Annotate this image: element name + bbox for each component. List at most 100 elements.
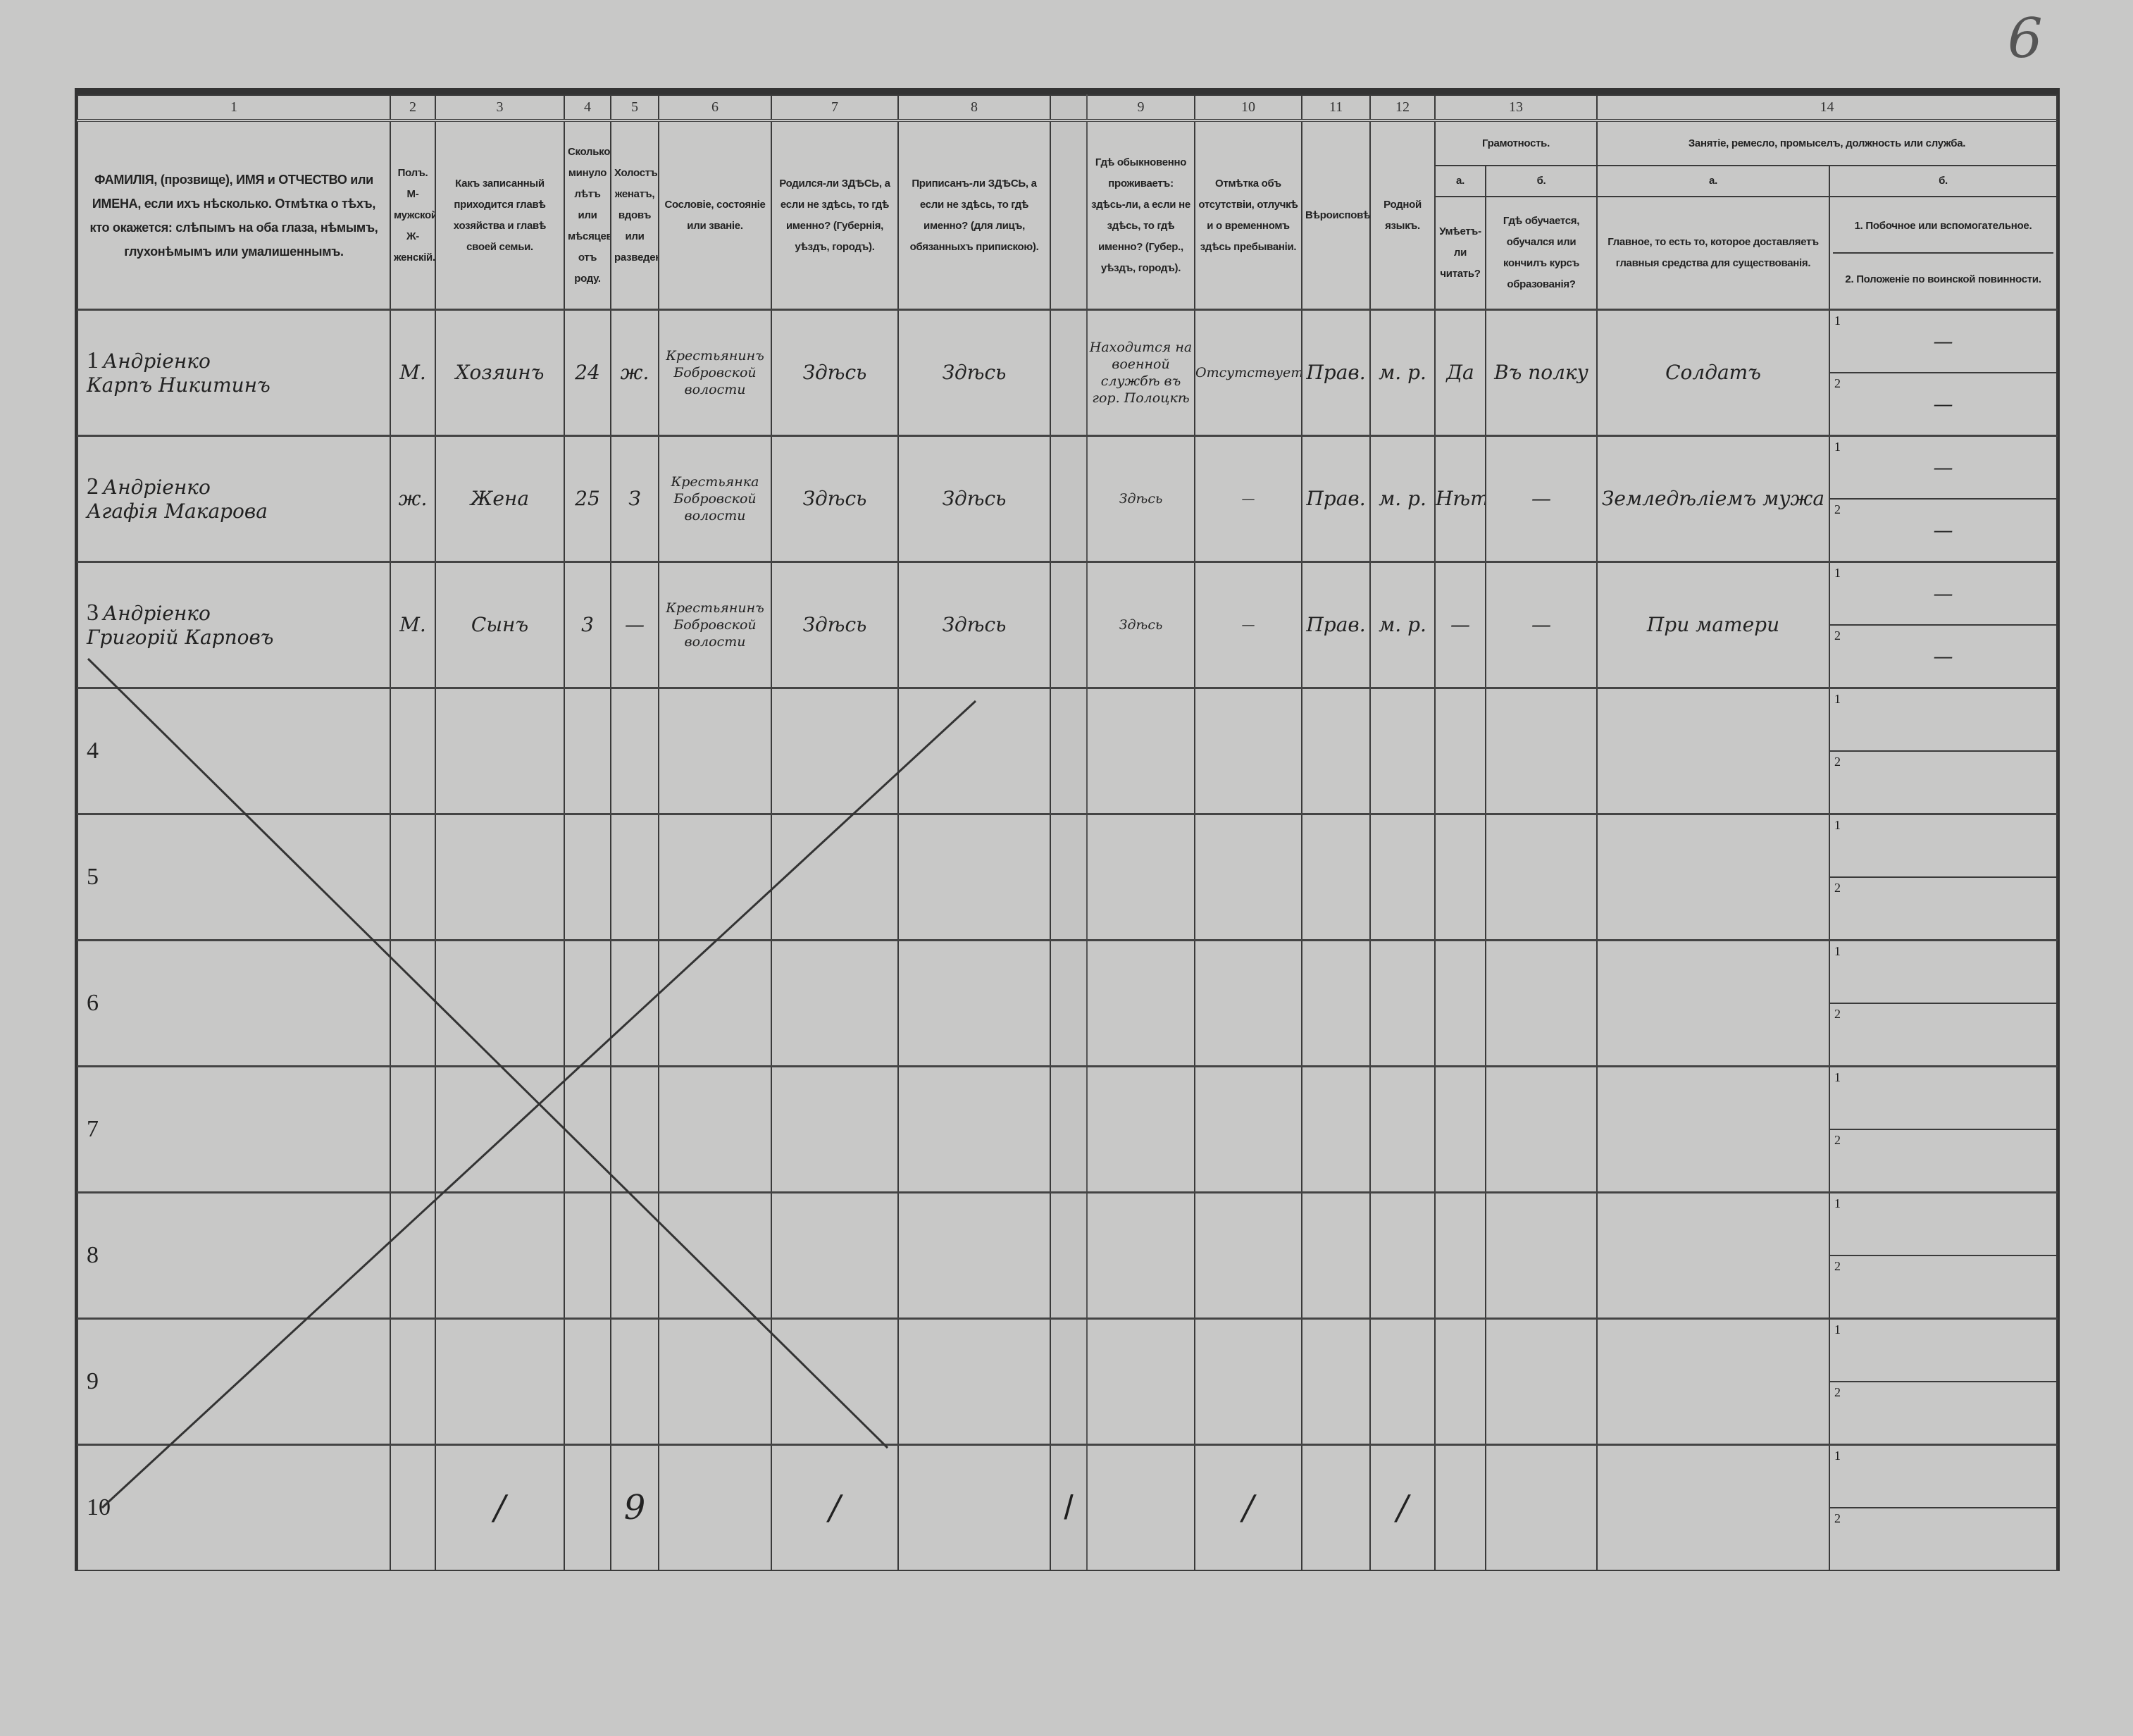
language-cell: [1369, 687, 1436, 815]
row-number: 2: [87, 473, 99, 500]
tally-mark: /: [435, 1444, 565, 1571]
language-cell: м. р.: [1369, 561, 1436, 689]
header-literacy: Грамотность.: [1434, 120, 1598, 166]
header-secondary-occupation: 1. Побочное или вспомогательное.: [1833, 200, 2053, 254]
table-row: 8 1 2: [77, 1191, 2058, 1320]
education-cell: Въ полку: [1485, 309, 1598, 437]
born-cell: [771, 939, 899, 1067]
col-num: 10: [1194, 94, 1302, 122]
header-sex: Полъ. М-мужской. Ж-женскій.: [390, 120, 436, 311]
row-number: 10: [87, 1494, 111, 1520]
secondary-occupation: —: [1933, 329, 1953, 353]
education-cell: [1485, 813, 1598, 941]
name-cell: 2 Андріенко Агафія Макарова: [77, 435, 391, 563]
resides-cell: [1086, 687, 1195, 815]
header-absence: Отмѣтка объ отсутствіи, отлучкѣ и о врем…: [1194, 120, 1302, 311]
born-cell: Здѣсь: [771, 561, 899, 689]
page-fold: [1050, 1065, 1088, 1194]
registered-cell: [897, 813, 1051, 941]
occupation-cell: [1596, 813, 1830, 941]
occupation-cell: [1596, 1444, 1830, 1571]
table-row: 4 1 2: [77, 687, 2058, 815]
tally-mark: /: [1050, 1444, 1088, 1571]
absence-cell: Отсутствуетъ: [1194, 309, 1302, 437]
registered-cell: [897, 1191, 1051, 1320]
born-cell: [771, 813, 899, 941]
estate-cell: [658, 1191, 772, 1320]
subrow-label: 1: [1834, 944, 1841, 958]
relation-cell: Жена: [435, 435, 565, 563]
page-fold: [1050, 561, 1088, 689]
age-cell: [564, 939, 611, 1067]
born-cell: Здѣсь: [771, 435, 899, 563]
row-number: 5: [87, 863, 99, 890]
marital-cell: —: [610, 561, 659, 689]
tally-mark: /: [1369, 1444, 1436, 1571]
religion-cell: [1301, 813, 1371, 941]
literate-cell: —: [1434, 561, 1486, 689]
resides-cell: [1086, 813, 1195, 941]
page-fold: [1050, 813, 1088, 941]
sex-cell: М.: [390, 309, 436, 437]
estate-cell: [658, 939, 772, 1067]
header-main-occupation: Главное, то есть то, которое доставляетъ…: [1596, 196, 1830, 311]
religion-cell: Прав.: [1301, 561, 1371, 689]
occupation-cell: [1596, 939, 1830, 1067]
subrow-label: 2: [1834, 755, 1841, 769]
header-registration: Приписанъ-ли ЗДѢСЬ, а если не здѣсь, то …: [897, 120, 1051, 311]
age-cell: 3: [564, 561, 611, 689]
subrow-label: 2: [1834, 1385, 1841, 1399]
religion-cell: [1301, 1065, 1371, 1194]
header-language: Родной языкъ.: [1369, 120, 1436, 311]
marital-cell: [610, 687, 659, 815]
subrow-label: 1: [1834, 1449, 1841, 1463]
absence-cell: —: [1194, 561, 1302, 689]
language-cell: м. р.: [1369, 435, 1436, 563]
occupation-cell: [1596, 1318, 1830, 1446]
resides-cell: [1086, 1444, 1195, 1571]
military-status: —: [1933, 644, 1953, 668]
occupation-cell: Солдатъ: [1596, 309, 1830, 437]
occupation-cell: [1596, 1065, 1830, 1194]
given-name: Агафія Макарова: [87, 499, 268, 523]
header-religion: Вѣроисповѣданіе.: [1301, 120, 1371, 311]
age-cell: 24: [564, 309, 611, 437]
marital-cell: [610, 1191, 659, 1320]
registered-cell: [897, 1444, 1051, 1571]
occupation-cell: [1596, 687, 1830, 815]
secondary-occupation: —: [1933, 455, 1953, 479]
subrow-label: 2: [1834, 1259, 1841, 1273]
language-cell: [1369, 1191, 1436, 1320]
sex-cell: [390, 813, 436, 941]
subrow-label: 1: [1834, 818, 1841, 832]
absence-cell: [1194, 1191, 1302, 1320]
education-cell: —: [1485, 561, 1598, 689]
col-num: 8: [897, 94, 1051, 122]
occupation-cell: Земледѣліемъ мужа: [1596, 435, 1830, 563]
table-row: 3 Андріенко Григорій Карповъ М. Сынъ 3— Крест…: [77, 561, 2058, 689]
relation-cell: Сынъ: [435, 561, 565, 689]
age-cell: [564, 1191, 611, 1320]
tally-mark: /: [1194, 1444, 1302, 1571]
literate-cell: Нѣтъ: [1434, 435, 1486, 563]
col-num: 1: [77, 94, 391, 122]
page-fold: [1050, 1191, 1088, 1320]
resides-cell: [1086, 1065, 1195, 1194]
estate-cell: [658, 1444, 772, 1571]
marital-cell: З: [610, 435, 659, 563]
page-fold: [1050, 687, 1088, 815]
language-cell: [1369, 1065, 1436, 1194]
col-num: 9: [1086, 94, 1195, 122]
relation-cell: [435, 1318, 565, 1446]
page-fold: [1050, 435, 1088, 563]
age-cell: [564, 1065, 611, 1194]
marital-cell: [610, 1318, 659, 1446]
subrow-label: 1: [1834, 1070, 1841, 1084]
col-num: 6: [658, 94, 772, 122]
language-cell: [1369, 1318, 1436, 1446]
age-cell: [564, 1318, 611, 1446]
military-status: —: [1933, 392, 1953, 416]
name-cell: 5: [77, 813, 391, 941]
page-fold: [1050, 939, 1088, 1067]
header-age: Сколько минуло лѣтъ или мѣсяцевъ отъ род…: [564, 120, 611, 311]
